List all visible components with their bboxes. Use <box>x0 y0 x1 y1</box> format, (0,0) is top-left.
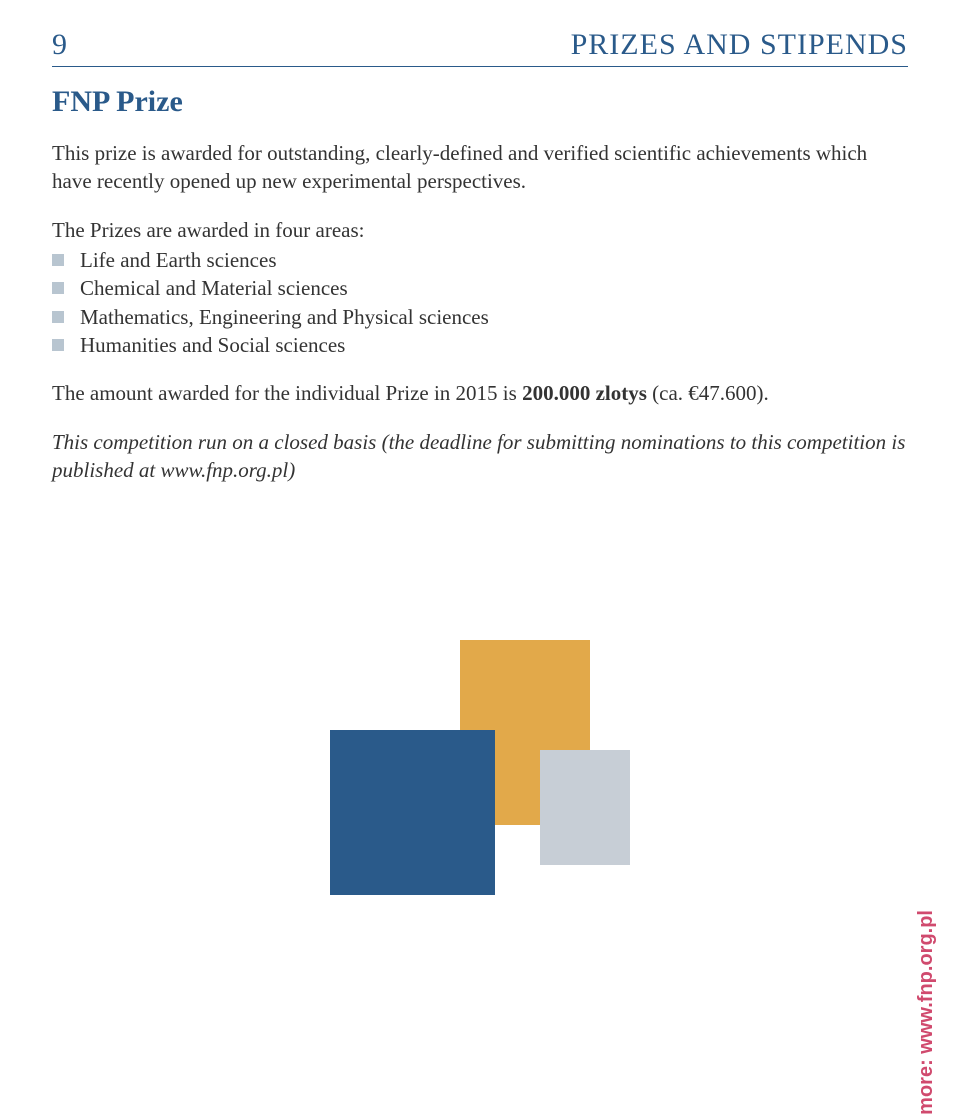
areas-list: Life and Earth sciences Chemical and Mat… <box>52 246 908 359</box>
page-number: 9 <box>52 28 67 62</box>
shape-gray <box>540 750 630 865</box>
decorative-shapes <box>330 640 670 900</box>
amount-bold: 200.000 zlotys <box>522 381 647 405</box>
section-title: PRIZES AND STIPENDS <box>571 28 908 62</box>
shape-blue <box>330 730 495 895</box>
amount-post: (ca. €47.600). <box>647 381 769 405</box>
list-item: Mathematics, Engineering and Physical sc… <box>52 303 908 331</box>
header-rule <box>52 66 908 67</box>
list-item: Chemical and Material sciences <box>52 274 908 302</box>
side-link[interactable]: more: www.fnp.org.pl <box>915 910 938 1115</box>
list-item: Humanities and Social sciences <box>52 331 908 359</box>
amount-paragraph: The amount awarded for the individual Pr… <box>52 379 908 407</box>
list-item: Life and Earth sciences <box>52 246 908 274</box>
page-subtitle: FNP Prize <box>52 85 908 119</box>
areas-intro: The Prizes are awarded in four areas: <box>52 216 908 244</box>
amount-pre: The amount awarded for the individual Pr… <box>52 381 522 405</box>
closed-basis-note: This competition run on a closed basis (… <box>52 428 908 485</box>
intro-paragraph: This prize is awarded for outstanding, c… <box>52 139 908 196</box>
